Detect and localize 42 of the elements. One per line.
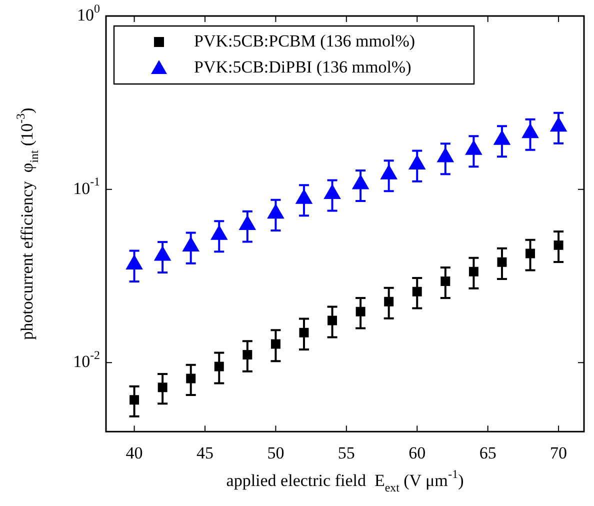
point bbox=[440, 276, 450, 286]
y-axis-title: photocurrent efficiency φint (10-3) bbox=[13, 108, 41, 340]
point bbox=[352, 174, 369, 190]
point bbox=[214, 362, 224, 372]
point bbox=[412, 286, 422, 296]
point bbox=[465, 140, 482, 155]
point bbox=[267, 204, 284, 219]
point bbox=[324, 184, 341, 199]
x-tick-label: 40 bbox=[126, 443, 143, 462]
point bbox=[126, 255, 143, 270]
point bbox=[494, 130, 510, 145]
point bbox=[384, 296, 394, 306]
x-tick-label: 50 bbox=[267, 443, 284, 462]
point bbox=[408, 155, 426, 170]
point bbox=[522, 124, 539, 138]
point bbox=[270, 339, 280, 349]
x-tick-label: 45 bbox=[196, 443, 214, 462]
point bbox=[550, 117, 567, 132]
x-tick-label: 65 bbox=[479, 443, 496, 462]
x-tick-label: 60 bbox=[408, 443, 426, 462]
point bbox=[154, 246, 171, 261]
legend-label: PVK:5CB:PCBM (136 mmol%) bbox=[194, 31, 416, 50]
point bbox=[526, 248, 536, 258]
point bbox=[182, 236, 200, 252]
legend-label: PVK:5CB:DiPBI (136 mmol%) bbox=[194, 57, 412, 76]
point bbox=[554, 240, 564, 250]
point bbox=[497, 257, 507, 267]
point bbox=[210, 225, 228, 240]
x-tick-label: 70 bbox=[550, 443, 568, 462]
point bbox=[186, 374, 196, 384]
point bbox=[437, 148, 454, 162]
point bbox=[468, 266, 478, 276]
point bbox=[299, 328, 309, 338]
point bbox=[239, 216, 256, 230]
point bbox=[328, 316, 338, 326]
point bbox=[356, 306, 366, 316]
x-tick-label: 55 bbox=[338, 443, 355, 462]
point bbox=[380, 164, 398, 180]
point bbox=[296, 189, 312, 204]
point bbox=[242, 350, 252, 360]
point bbox=[130, 395, 140, 405]
point bbox=[158, 382, 168, 392]
